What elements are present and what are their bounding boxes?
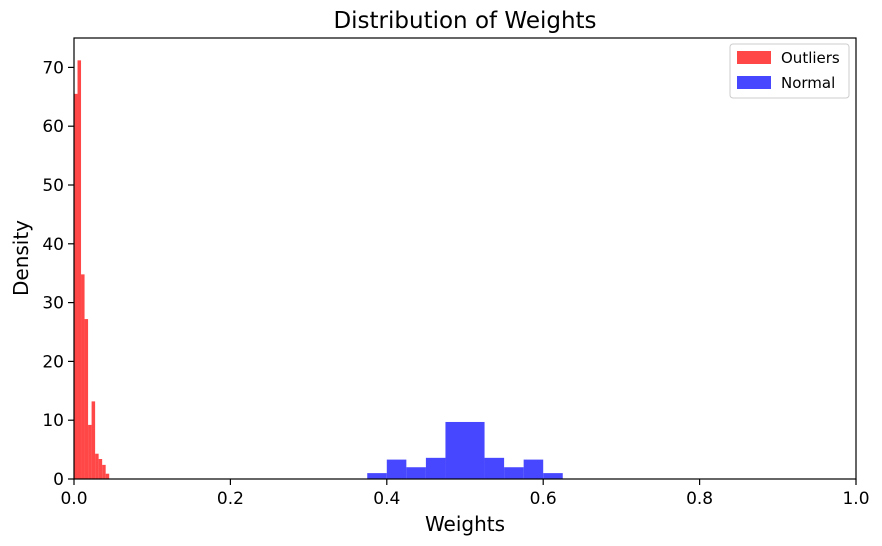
legend-label-outliers: Outliers bbox=[781, 49, 840, 67]
y-tick-label: 50 bbox=[42, 176, 64, 196]
bar-normal-8 bbox=[523, 459, 544, 479]
bar-normal-5 bbox=[465, 421, 485, 479]
y-tick-label: 0 bbox=[53, 470, 64, 490]
x-axis-ticks: 0.0 0.2 0.4 0.6 0.8 1.0 bbox=[60, 479, 870, 509]
bar-outliers-3 bbox=[84, 319, 89, 479]
bar-normal-4 bbox=[445, 421, 465, 479]
bar-outliers-9 bbox=[105, 473, 110, 479]
chart-title: Distribution of Weights bbox=[333, 8, 596, 34]
bar-normal-9 bbox=[543, 473, 563, 479]
bar-outliers-4 bbox=[88, 424, 92, 479]
plot-frame bbox=[73, 37, 857, 480]
legend-swatch-outliers bbox=[737, 51, 771, 64]
x-tick-label: 0.6 bbox=[530, 489, 557, 509]
y-tick-label: 30 bbox=[42, 294, 64, 314]
legend-label-normal: Normal bbox=[781, 74, 835, 92]
bar-outliers-7 bbox=[98, 459, 103, 479]
x-tick-label: 0.2 bbox=[217, 489, 244, 509]
y-tick-label: 70 bbox=[42, 58, 64, 78]
legend: Outliers Normal bbox=[729, 43, 850, 99]
y-axis-label: Density bbox=[9, 220, 33, 296]
bar-outliers-6 bbox=[95, 453, 99, 479]
bar-normal-7 bbox=[504, 467, 524, 479]
y-tick-label: 10 bbox=[42, 411, 64, 431]
x-tick-label: 0.8 bbox=[686, 489, 713, 509]
bar-normal-0 bbox=[367, 473, 387, 479]
legend-swatch-normal bbox=[737, 76, 771, 89]
bar-outliers-1 bbox=[77, 60, 82, 480]
bars-group bbox=[74, 60, 563, 480]
bar-outliers-5 bbox=[91, 401, 96, 479]
bar-outliers-2 bbox=[81, 274, 85, 479]
bar-normal-3 bbox=[425, 457, 446, 479]
bar-normal-1 bbox=[386, 459, 407, 479]
bar-outliers-8 bbox=[102, 464, 106, 479]
x-axis-label: Weights bbox=[425, 512, 505, 536]
x-tick-label: 1.0 bbox=[842, 489, 869, 509]
bar-normal-2 bbox=[406, 467, 426, 479]
x-tick-label: 0.0 bbox=[60, 489, 87, 509]
y-tick-label: 20 bbox=[42, 352, 64, 372]
y-tick-label: 40 bbox=[42, 235, 64, 255]
y-tick-label: 60 bbox=[42, 117, 64, 137]
bar-normal-6 bbox=[484, 457, 505, 479]
bar-outliers-0 bbox=[74, 93, 78, 480]
y-axis-ticks: 0 10 20 30 40 50 60 70 bbox=[42, 58, 74, 490]
x-tick-label: 0.4 bbox=[373, 489, 400, 509]
